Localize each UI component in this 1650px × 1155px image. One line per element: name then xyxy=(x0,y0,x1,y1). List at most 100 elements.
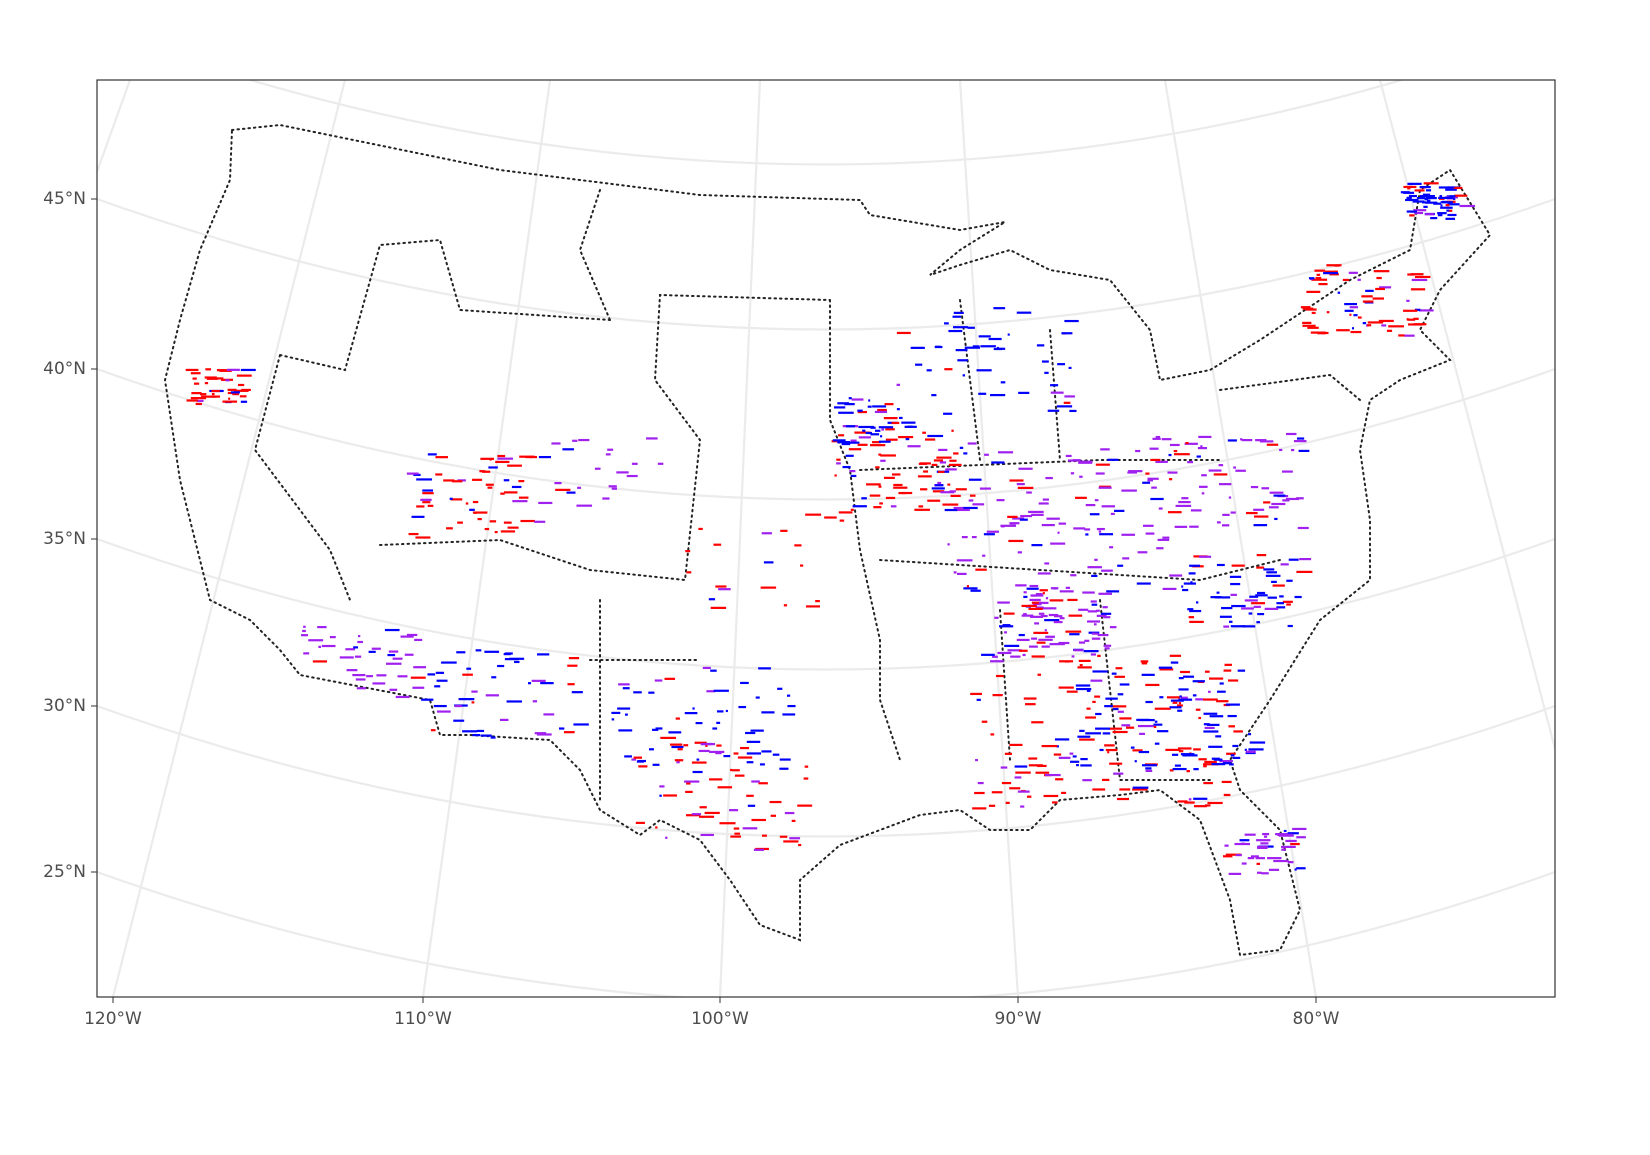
observation-dash xyxy=(1376,276,1382,280)
observation-dash xyxy=(957,359,968,362)
observation-dash xyxy=(1294,595,1302,599)
observation-dash xyxy=(1104,647,1110,650)
observation-dash xyxy=(1286,579,1293,582)
observation-dash xyxy=(1178,688,1189,691)
observation-dash xyxy=(1100,448,1110,451)
observation-dash xyxy=(240,400,248,403)
observation-dash xyxy=(1042,607,1057,610)
observation-dash xyxy=(979,487,991,490)
observation-dash xyxy=(914,508,930,511)
observation-dash xyxy=(1413,323,1427,326)
observation-dash xyxy=(794,544,802,547)
observation-dash xyxy=(1145,767,1152,770)
observation-dash xyxy=(649,748,654,751)
observation-dash xyxy=(1215,735,1222,738)
observation-dash xyxy=(410,676,426,679)
observation-dash xyxy=(1078,641,1086,644)
observation-dash xyxy=(358,635,361,638)
observation-dash xyxy=(241,388,251,392)
observation-dash xyxy=(1256,839,1271,842)
observation-dash xyxy=(562,448,574,451)
observation-dash xyxy=(1255,857,1266,860)
observation-dash xyxy=(798,843,802,847)
observation-dash xyxy=(1031,601,1042,604)
observation-dash xyxy=(1223,793,1231,797)
observation-dash xyxy=(1091,574,1098,578)
observation-dash xyxy=(1294,868,1297,871)
observation-dash xyxy=(1016,483,1025,486)
observation-dash xyxy=(696,758,700,761)
observation-dash xyxy=(1193,797,1208,800)
observation-dash xyxy=(937,470,945,474)
observation-dash xyxy=(482,470,491,473)
observation-dash xyxy=(1050,391,1064,394)
observation-dash xyxy=(918,505,924,508)
observation-dash xyxy=(1291,448,1295,452)
observation-dash xyxy=(1276,606,1286,609)
observation-dash xyxy=(199,393,207,396)
observation-dash xyxy=(904,425,917,428)
observation-dash xyxy=(1114,675,1126,678)
observation-dash xyxy=(1180,753,1195,756)
observation-dash xyxy=(803,777,809,780)
observation-dash xyxy=(944,368,953,371)
observation-dash xyxy=(427,504,434,507)
observation-dash xyxy=(1095,472,1105,475)
observation-dash xyxy=(1068,614,1083,617)
observation-dash xyxy=(1372,297,1384,300)
observation-dash xyxy=(1162,536,1170,539)
observation-dash xyxy=(196,399,204,402)
observation-dash xyxy=(1080,764,1092,767)
observation-dash xyxy=(839,519,845,522)
observation-dash xyxy=(1388,325,1404,328)
observation-dash xyxy=(1174,525,1188,528)
observation-dash xyxy=(1413,209,1427,212)
observation-dash xyxy=(1379,286,1392,289)
observation-dash xyxy=(694,741,707,744)
observation-dash xyxy=(1169,443,1180,447)
observation-dash xyxy=(571,691,583,694)
observation-dash xyxy=(1190,509,1202,512)
observation-dash xyxy=(1109,762,1123,765)
observation-dash xyxy=(1446,209,1450,212)
observation-dash xyxy=(427,453,437,456)
observation-dash xyxy=(646,437,658,440)
observation-dash xyxy=(919,462,931,465)
observation-dash xyxy=(1170,661,1179,664)
observation-dash xyxy=(971,535,977,539)
observation-dash xyxy=(1249,741,1266,744)
observation-dash xyxy=(368,650,376,653)
observation-dash xyxy=(783,604,788,607)
observation-dash xyxy=(1026,795,1032,798)
observation-dash xyxy=(386,662,402,665)
observation-dash xyxy=(737,756,753,759)
observation-dash xyxy=(412,686,425,689)
observation-dash xyxy=(1181,497,1189,500)
observation-dash xyxy=(520,519,535,523)
observation-dash xyxy=(1189,609,1202,613)
observation-dash xyxy=(1237,669,1246,672)
observation-dash xyxy=(838,511,853,514)
parallel xyxy=(97,870,1555,997)
observation-dash xyxy=(635,821,645,824)
country-outline xyxy=(163,123,1492,957)
observation-dash xyxy=(1201,492,1205,495)
observation-dash xyxy=(891,421,900,425)
observation-dash xyxy=(1043,794,1059,798)
observation-dash xyxy=(303,625,306,628)
observation-dash xyxy=(1135,449,1141,453)
observation-dash xyxy=(991,791,1003,794)
observation-dash xyxy=(1410,210,1417,213)
observation-dash xyxy=(228,397,231,400)
observation-dash xyxy=(1318,282,1328,286)
observation-dash xyxy=(1076,687,1092,691)
observation-dash xyxy=(777,687,783,690)
observation-dash xyxy=(709,750,725,754)
observation-dash xyxy=(786,694,791,697)
observation-dash xyxy=(607,448,614,451)
observation-dash xyxy=(1040,614,1048,618)
observation-dash xyxy=(1400,191,1410,194)
observation-dash xyxy=(824,516,837,519)
observation-dash xyxy=(1233,730,1243,733)
observation-dash xyxy=(1099,533,1114,536)
